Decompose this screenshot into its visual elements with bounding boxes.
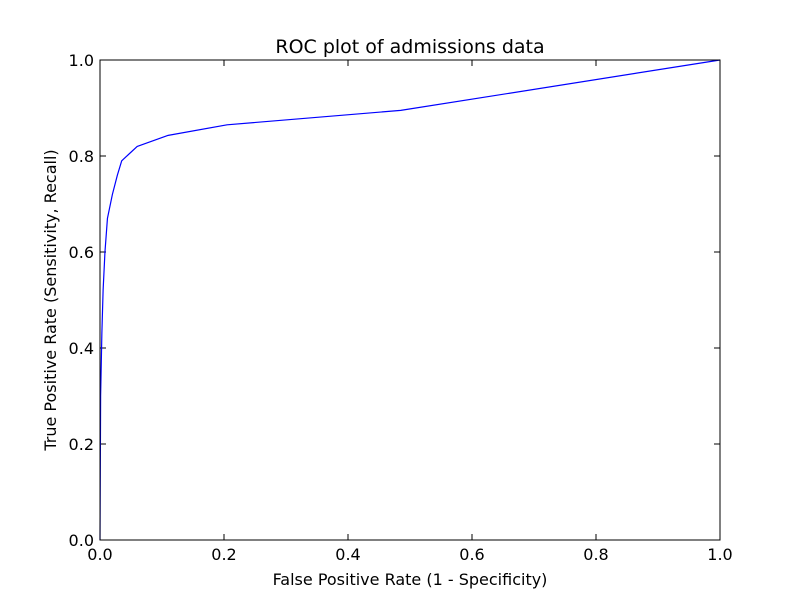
y-tick-label: 0.8 bbox=[69, 147, 94, 166]
y-tick-label: 0.0 bbox=[69, 531, 94, 550]
y-axis-title: True Positive Rate (Sensitivity, Recall) bbox=[41, 149, 60, 451]
y-tick-label: 0.4 bbox=[69, 339, 94, 358]
x-tick-label: 0.4 bbox=[335, 545, 360, 564]
plot-area bbox=[100, 60, 720, 540]
chart-title: ROC plot of admissions data bbox=[275, 36, 544, 58]
series-layer bbox=[99, 59, 721, 541]
x-axis-title: False Positive Rate (1 - Specificity) bbox=[273, 570, 548, 589]
y-tick-label: 0.6 bbox=[69, 243, 94, 262]
x-tick-labels: 0.0 0.2 0.4 0.6 0.8 1.0 bbox=[87, 545, 732, 564]
y-tick-label: 0.2 bbox=[69, 435, 94, 454]
x-tick-label: 1.0 bbox=[707, 545, 732, 564]
y-tick-label: 1.0 bbox=[69, 51, 94, 70]
roc-curve bbox=[99, 59, 721, 541]
plot-frame bbox=[99, 59, 721, 541]
x-tick-label: 0.2 bbox=[211, 545, 236, 564]
x-tick-label: 0.6 bbox=[459, 545, 484, 564]
y-tick-labels: 0.0 0.2 0.4 0.6 0.8 1.0 bbox=[69, 51, 94, 550]
x-tick-label: 0.8 bbox=[583, 545, 608, 564]
x-tick-label: 0.0 bbox=[87, 545, 112, 564]
